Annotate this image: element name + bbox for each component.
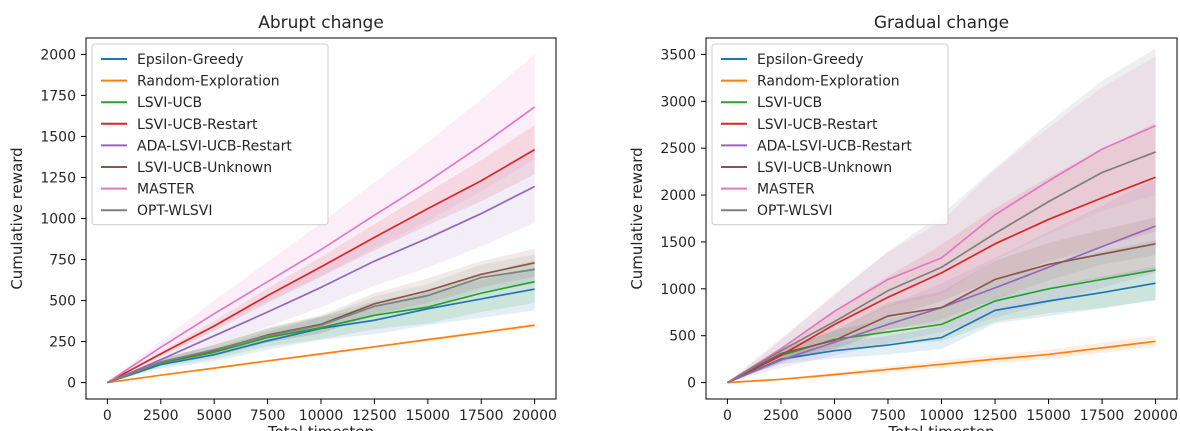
legend-label: Random-Exploration [137,74,280,90]
legend: Epsilon-Greedy Random-Exploration LSVI-UCB… [712,44,948,225]
y-tick-label: 1250 [40,170,76,186]
legend-label: LSVI-UCB [137,95,202,111]
x-tick-label: 5000 [817,408,853,424]
y-tick-label: 2000 [40,47,76,63]
y-tick-label: 2000 [660,188,696,204]
legend-label: LSVI-UCB-Unknown [757,160,892,176]
legend-label: ADA-LSVI-UCB-Restart [137,138,292,154]
x-tick-label: 15000 [1026,408,1071,424]
y-tick-label: 1500 [40,129,76,145]
x-tick-label: 5000 [196,408,232,424]
legend-label: MASTER [137,182,195,198]
y-tick-label: 750 [49,253,76,269]
x-tick-label: 7500 [250,408,286,424]
x-tick-label: 17500 [1080,408,1125,424]
legend-box [92,44,328,225]
legend-label: LSVI-UCB-Unknown [137,160,272,176]
x-axis-label: Total timestep [887,423,994,431]
legend-box [712,44,948,225]
legend: Epsilon-Greedy Random-Exploration LSVI-UCB… [92,44,328,225]
y-tick-label: 1500 [660,235,696,251]
legend-label: LSVI-UCB [757,95,822,111]
x-tick-label: 12500 [973,408,1018,424]
y-tick-label: 500 [669,329,696,345]
y-tick-label: 1000 [660,282,696,298]
chart-title: Abrupt change [258,13,384,33]
x-tick-label: 17500 [459,408,504,424]
y-axis-label: Cumulative reward [8,147,26,289]
y-tick-label: 0 [67,376,76,392]
legend-label: Random-Exploration [757,74,900,90]
x-tick-label: 0 [103,408,112,424]
legend-label: Epsilon-Greedy [757,52,864,68]
y-tick-label: 1750 [40,88,76,104]
legend-label: LSVI-UCB-Restart [137,117,258,133]
legend-label: Epsilon-Greedy [137,52,244,68]
x-tick-label: 10000 [299,408,344,424]
legend-label: MASTER [757,182,815,198]
y-tick-label: 2500 [660,141,696,157]
legend-label: LSVI-UCB-Restart [757,117,878,133]
y-tick-label: 3500 [660,47,696,63]
y-tick-label: 1000 [40,212,76,228]
y-axis-label: Cumulative reward [628,147,646,289]
x-tick-label: 2500 [763,408,799,424]
legend-label: OPT-WLSVI [757,203,832,219]
chart-title: Gradual change [874,13,1009,33]
y-tick-label: 250 [49,335,76,351]
y-tick-label: 500 [49,294,76,310]
y-tick-label: 0 [687,376,696,392]
x-axis-label: Total timestep [267,423,374,431]
x-tick-label: 0 [723,408,732,424]
y-tick-label: 3000 [660,94,696,110]
legend-label: ADA-LSVI-UCB-Restart [757,138,912,154]
x-tick-label: 20000 [512,408,557,424]
legend-label: OPT-WLSVI [137,203,212,219]
x-tick-label: 12500 [352,408,397,424]
x-tick-label: 7500 [870,408,906,424]
x-tick-label: 10000 [919,408,964,424]
x-tick-label: 2500 [143,408,179,424]
x-tick-label: 15000 [406,408,451,424]
x-tick-label: 20000 [1133,408,1178,424]
